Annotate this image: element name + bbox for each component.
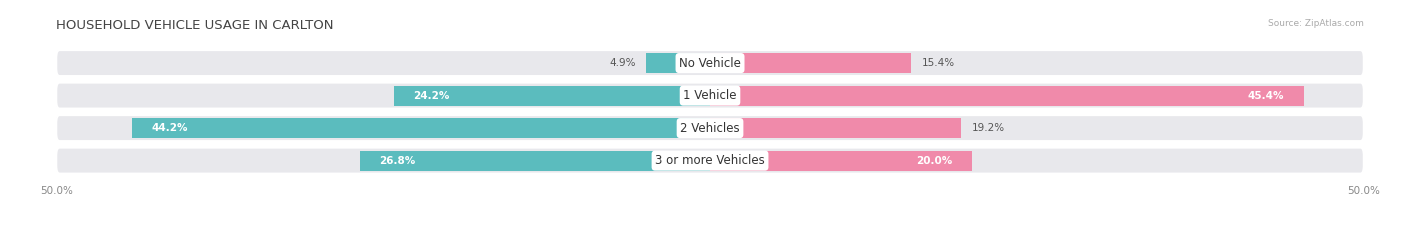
Text: 45.4%: 45.4% [1247, 91, 1284, 101]
Text: 20.0%: 20.0% [915, 156, 952, 166]
FancyBboxPatch shape [56, 82, 1364, 109]
Text: 44.2%: 44.2% [152, 123, 188, 133]
Text: HOUSEHOLD VEHICLE USAGE IN CARLTON: HOUSEHOLD VEHICLE USAGE IN CARLTON [56, 19, 333, 32]
Bar [710, 86, 1303, 106]
Text: 4.9%: 4.9% [609, 58, 636, 68]
Bar [645, 53, 710, 73]
FancyBboxPatch shape [56, 147, 1364, 174]
FancyBboxPatch shape [56, 50, 1364, 76]
Bar [132, 118, 710, 138]
Legend: Owner-occupied, Renter-occupied: Owner-occupied, Renter-occupied [593, 230, 827, 233]
Text: 26.8%: 26.8% [380, 156, 415, 166]
Bar [394, 86, 710, 106]
Bar [710, 118, 962, 138]
Text: 3 or more Vehicles: 3 or more Vehicles [655, 154, 765, 167]
Bar [360, 151, 710, 171]
Bar [710, 53, 911, 73]
Text: Source: ZipAtlas.com: Source: ZipAtlas.com [1268, 19, 1364, 28]
Text: 1 Vehicle: 1 Vehicle [683, 89, 737, 102]
Text: 15.4%: 15.4% [922, 58, 955, 68]
Bar [710, 151, 972, 171]
Text: 24.2%: 24.2% [413, 91, 450, 101]
FancyBboxPatch shape [56, 115, 1364, 141]
Text: No Vehicle: No Vehicle [679, 57, 741, 70]
Text: 19.2%: 19.2% [972, 123, 1005, 133]
Text: 2 Vehicles: 2 Vehicles [681, 122, 740, 135]
